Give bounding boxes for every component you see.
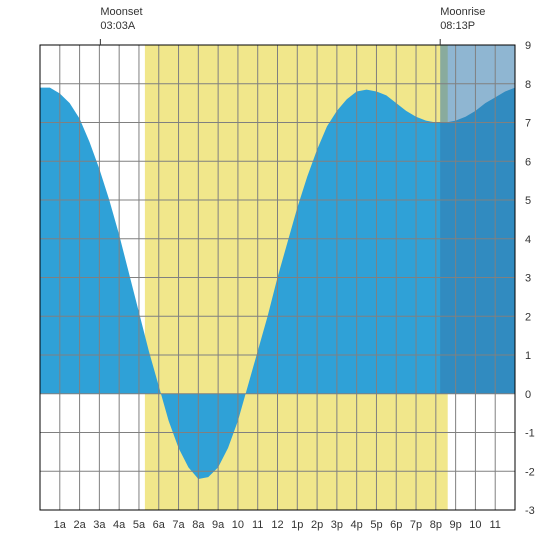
x-tick-label: 1p	[291, 519, 303, 531]
y-tick-label: 3	[525, 273, 531, 285]
x-tick-label: 7a	[172, 519, 185, 531]
x-tick-label: 3a	[93, 519, 106, 531]
y-tick-label: 7	[525, 118, 531, 130]
y-tick-label: 9	[525, 40, 531, 52]
moonrise-overlay	[440, 45, 515, 394]
x-tick-label: 8p	[430, 519, 442, 531]
x-tick-label: 5a	[133, 519, 146, 531]
y-tick-label: 5	[525, 195, 531, 207]
y-tick-label: -2	[525, 466, 535, 478]
x-tick-label: 7p	[410, 519, 422, 531]
x-tick-label: 10	[232, 519, 244, 531]
x-tick-label: 9p	[450, 519, 462, 531]
moonrise-title: Moonrise	[440, 6, 485, 18]
x-tick-label: 4a	[113, 519, 126, 531]
x-tick-label: 11	[252, 519, 263, 531]
x-tick-label: 6a	[153, 519, 166, 531]
y-tick-label: 1	[525, 350, 531, 362]
moonset-time: 03:03A	[100, 20, 136, 32]
y-tick-label: 6	[525, 156, 531, 168]
x-tick-label: 9a	[212, 519, 225, 531]
y-tick-label: 0	[525, 389, 531, 401]
x-tick-label: 4p	[351, 519, 363, 531]
x-tick-label: 10	[469, 519, 481, 531]
y-tick-label: -3	[525, 505, 535, 517]
moonset-title: Moonset	[100, 6, 142, 18]
y-tick-label: 4	[525, 234, 531, 246]
y-tick-label: -1	[525, 428, 535, 440]
x-tick-label: 5p	[370, 519, 382, 531]
x-tick-label: 2p	[311, 519, 323, 531]
x-tick-label: 2a	[73, 519, 86, 531]
x-tick-label: 11	[489, 519, 500, 531]
y-tick-label: 2	[525, 311, 531, 323]
tide-chart: 1a2a3a4a5a6a7a8a9a1011121p2p3p4p5p6p7p8p…	[0, 0, 550, 550]
x-tick-label: 3p	[331, 519, 343, 531]
x-tick-label: 12	[271, 519, 283, 531]
moonrise-time: 08:13P	[440, 20, 475, 32]
chart-svg: 1a2a3a4a5a6a7a8a9a1011121p2p3p4p5p6p7p8p…	[0, 0, 550, 550]
x-tick-label: 6p	[390, 519, 402, 531]
x-tick-label: 8a	[192, 519, 205, 531]
y-tick-label: 8	[525, 79, 531, 91]
x-tick-label: 1a	[54, 519, 67, 531]
